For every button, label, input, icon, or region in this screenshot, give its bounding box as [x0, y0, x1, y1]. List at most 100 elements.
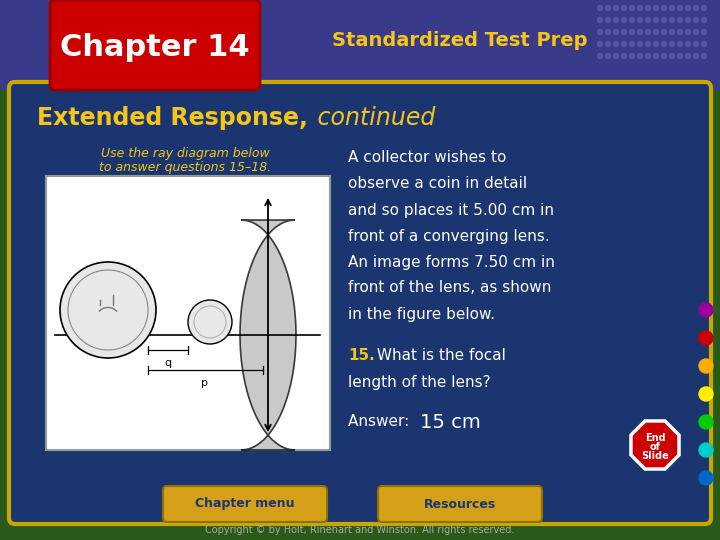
Circle shape — [613, 42, 618, 46]
Circle shape — [654, 5, 659, 10]
Circle shape — [646, 30, 650, 35]
Text: Standardized Test Prep: Standardized Test Prep — [332, 30, 588, 50]
Text: Chapter menu: Chapter menu — [195, 497, 294, 510]
Circle shape — [637, 42, 642, 46]
Circle shape — [693, 5, 698, 10]
Circle shape — [598, 53, 603, 58]
Circle shape — [598, 42, 603, 46]
Circle shape — [621, 5, 626, 10]
Circle shape — [699, 303, 713, 317]
Circle shape — [606, 5, 611, 10]
Circle shape — [613, 17, 618, 23]
Circle shape — [699, 331, 713, 345]
Circle shape — [606, 30, 611, 35]
Circle shape — [60, 262, 156, 358]
Text: An image forms 7.50 cm in: An image forms 7.50 cm in — [348, 254, 555, 269]
Circle shape — [701, 30, 706, 35]
Circle shape — [613, 5, 618, 10]
Text: Slide: Slide — [641, 451, 669, 461]
Text: Extended Response,: Extended Response, — [37, 106, 308, 130]
Text: Answer:: Answer: — [348, 415, 414, 429]
Circle shape — [629, 17, 634, 23]
Circle shape — [606, 53, 611, 58]
Text: of: of — [649, 442, 660, 452]
Circle shape — [598, 30, 603, 35]
Circle shape — [662, 42, 667, 46]
Circle shape — [598, 17, 603, 23]
Circle shape — [662, 30, 667, 35]
Circle shape — [670, 30, 675, 35]
Text: front of the lens, as shown: front of the lens, as shown — [348, 280, 552, 295]
Text: observe a coin in detail: observe a coin in detail — [348, 177, 527, 192]
Circle shape — [678, 17, 683, 23]
Circle shape — [685, 42, 690, 46]
Circle shape — [629, 5, 634, 10]
Circle shape — [654, 17, 659, 23]
Circle shape — [629, 42, 634, 46]
Text: Chapter 14: Chapter 14 — [60, 32, 250, 62]
Circle shape — [621, 17, 626, 23]
FancyBboxPatch shape — [378, 486, 542, 522]
Circle shape — [621, 42, 626, 46]
Circle shape — [613, 53, 618, 58]
Circle shape — [693, 30, 698, 35]
Circle shape — [654, 30, 659, 35]
Circle shape — [637, 5, 642, 10]
FancyBboxPatch shape — [9, 82, 711, 524]
Circle shape — [637, 30, 642, 35]
Circle shape — [637, 53, 642, 58]
Text: 15.: 15. — [348, 348, 374, 363]
FancyBboxPatch shape — [46, 176, 330, 450]
Text: A collector wishes to: A collector wishes to — [348, 151, 506, 165]
Circle shape — [699, 359, 713, 373]
Circle shape — [606, 17, 611, 23]
Circle shape — [670, 5, 675, 10]
Text: 15 cm: 15 cm — [420, 413, 481, 431]
Circle shape — [685, 5, 690, 10]
Circle shape — [606, 42, 611, 46]
Text: Use the ray diagram below: Use the ray diagram below — [101, 146, 269, 159]
Circle shape — [699, 471, 713, 485]
Circle shape — [685, 17, 690, 23]
Text: Copyright © by Holt, Rinehart and Winston. All rights reserved.: Copyright © by Holt, Rinehart and Winsto… — [205, 525, 515, 535]
Text: p: p — [202, 378, 209, 388]
Circle shape — [693, 53, 698, 58]
Circle shape — [693, 17, 698, 23]
Circle shape — [662, 17, 667, 23]
Circle shape — [621, 53, 626, 58]
Circle shape — [629, 53, 634, 58]
Circle shape — [693, 42, 698, 46]
Circle shape — [621, 30, 626, 35]
Circle shape — [678, 5, 683, 10]
Circle shape — [701, 5, 706, 10]
Text: front of a converging lens.: front of a converging lens. — [348, 228, 550, 244]
FancyBboxPatch shape — [163, 486, 327, 522]
Circle shape — [654, 42, 659, 46]
Text: continued: continued — [310, 106, 436, 130]
Circle shape — [699, 387, 713, 401]
Circle shape — [685, 53, 690, 58]
Polygon shape — [240, 220, 296, 450]
Text: Resources: Resources — [424, 497, 496, 510]
Circle shape — [701, 42, 706, 46]
Text: and so places it 5.00 cm in: and so places it 5.00 cm in — [348, 202, 554, 218]
Circle shape — [701, 17, 706, 23]
Circle shape — [646, 53, 650, 58]
Text: q: q — [164, 358, 171, 368]
Circle shape — [699, 443, 713, 457]
Circle shape — [670, 42, 675, 46]
Circle shape — [188, 300, 232, 344]
Circle shape — [662, 53, 667, 58]
FancyBboxPatch shape — [50, 0, 260, 90]
Circle shape — [678, 30, 683, 35]
Text: in the figure below.: in the figure below. — [348, 307, 495, 321]
Circle shape — [662, 5, 667, 10]
Circle shape — [678, 42, 683, 46]
Circle shape — [646, 42, 650, 46]
Circle shape — [699, 415, 713, 429]
Circle shape — [646, 17, 650, 23]
Text: What is the focal: What is the focal — [372, 348, 506, 363]
Circle shape — [598, 5, 603, 10]
Polygon shape — [631, 421, 679, 469]
Circle shape — [629, 30, 634, 35]
